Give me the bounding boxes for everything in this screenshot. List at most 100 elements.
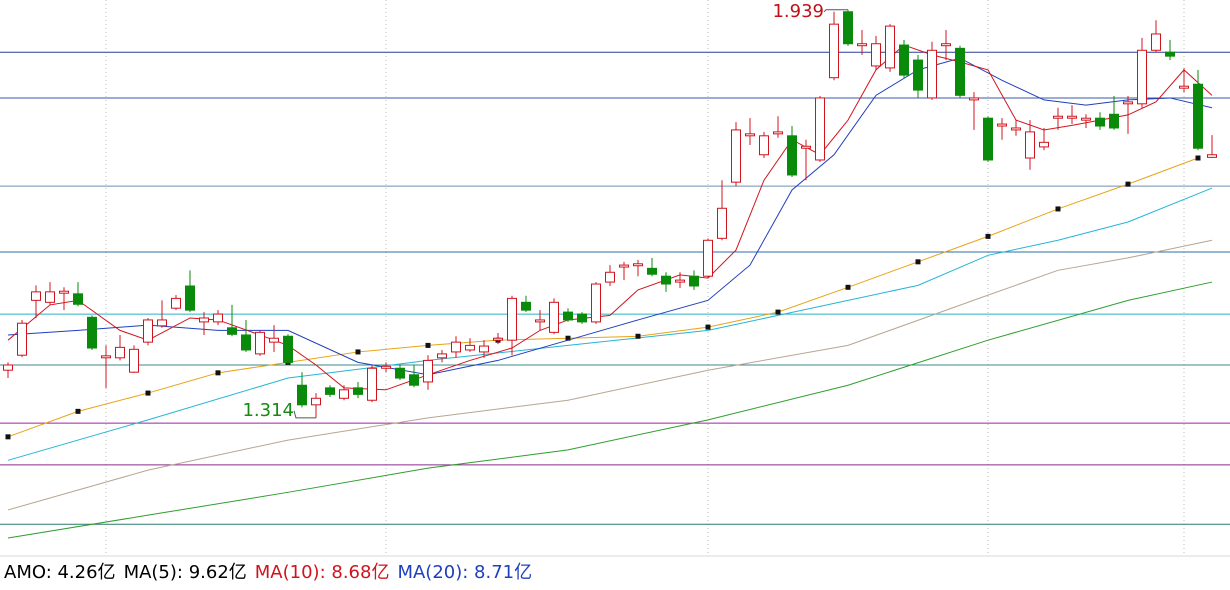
candle-body — [1095, 117, 1105, 127]
candle-body — [717, 207, 727, 239]
ma-line — [7, 239, 1213, 511]
candle-body — [395, 367, 405, 379]
candle-body — [73, 293, 83, 305]
candle-body — [955, 47, 965, 96]
ma-line — [7, 57, 1213, 376]
candle-body — [1193, 83, 1203, 149]
candle-body — [115, 346, 125, 359]
candle-body — [185, 285, 195, 311]
candle-body — [619, 264, 629, 268]
candle-body — [381, 365, 391, 369]
ma-marker — [915, 259, 921, 265]
candle-body — [1053, 115, 1063, 119]
candle-body — [283, 335, 293, 363]
candle-body — [465, 344, 475, 351]
candle-body — [325, 387, 335, 395]
candle-body — [437, 353, 447, 359]
candle-body — [815, 97, 825, 161]
ma-marker — [565, 335, 571, 341]
candle-body — [1165, 51, 1175, 57]
ma-marker — [775, 309, 781, 315]
legend-entry: MA(5): 9.62亿 — [124, 562, 247, 583]
candle-body — [129, 348, 139, 373]
ma-marker — [705, 324, 711, 330]
candle-body — [927, 49, 937, 99]
ma-marker — [145, 390, 151, 396]
legend-entry: AMO: 4.26亿 — [4, 562, 116, 583]
candle-body — [423, 359, 433, 383]
volume-legend: AMO: 4.26亿 MA(5): 9.62亿 MA(10): 8.68亿 MA(20… — [4, 562, 532, 583]
candle-body — [171, 297, 181, 309]
candle-body — [773, 131, 783, 135]
candle-body — [843, 11, 853, 45]
candle-body — [759, 135, 769, 156]
ma-marker — [635, 333, 641, 339]
annotation-leader — [293, 410, 316, 419]
ma-marker — [1125, 181, 1131, 187]
candle-body — [661, 275, 671, 285]
candle-body — [787, 135, 797, 176]
candle-body — [367, 367, 377, 401]
legend-entry: MA(20): 8.71亿 — [397, 562, 532, 583]
ma-marker — [845, 284, 851, 290]
candle-body — [1137, 49, 1147, 105]
candle-body — [227, 327, 237, 335]
candle-body — [87, 316, 97, 349]
high-annotation: 1.939 — [772, 1, 824, 22]
candle-body — [339, 389, 349, 399]
candle-body — [493, 337, 503, 341]
candle-body — [1179, 85, 1189, 89]
ma-marker — [985, 233, 991, 239]
candle-body — [885, 25, 895, 69]
candle-body — [255, 331, 265, 355]
ma-line — [7, 157, 1199, 438]
candle-body — [983, 117, 993, 161]
ma-line — [7, 187, 1213, 461]
annotation-leader — [823, 9, 848, 13]
candle-body — [969, 97, 979, 101]
ma-marker — [215, 370, 221, 376]
candle-body — [409, 374, 419, 386]
candle-body — [871, 43, 881, 67]
candle-body — [311, 397, 321, 406]
candle-body — [143, 319, 153, 343]
candle-body — [633, 263, 643, 267]
candle-body — [213, 313, 223, 323]
ma-marker — [355, 349, 361, 355]
ma-marker — [425, 342, 431, 348]
candle-body — [857, 43, 867, 47]
candle-body — [1123, 101, 1133, 105]
candle-body — [745, 133, 755, 137]
candle-body — [59, 290, 69, 294]
candle-body — [1067, 115, 1077, 119]
ma-line — [7, 281, 1213, 539]
candle-body — [1039, 141, 1049, 148]
candle-body — [297, 384, 307, 406]
candle-body — [157, 319, 167, 327]
candle-body — [269, 337, 279, 343]
ma-marker — [75, 408, 81, 414]
low-annotation: 1.314 — [242, 400, 294, 421]
candle-body — [507, 297, 517, 341]
candle-body — [801, 145, 811, 149]
candle-body — [829, 23, 839, 79]
legend-entry: MA(10): 8.68亿 — [255, 562, 390, 583]
candle-body — [591, 283, 601, 323]
candle-body — [941, 43, 951, 47]
candle-body — [1025, 131, 1035, 159]
candle-body — [549, 301, 559, 333]
candle-body — [731, 129, 741, 183]
candle-body — [199, 317, 209, 323]
candle-body — [31, 291, 41, 301]
candle-body — [451, 341, 461, 353]
candle-body — [1081, 117, 1091, 121]
candle-body — [997, 123, 1007, 127]
candle-body — [563, 311, 573, 321]
candle-body — [703, 239, 713, 277]
candle-body — [1011, 127, 1021, 131]
ma-marker — [1055, 206, 1061, 212]
candle-body — [535, 319, 545, 323]
candle-body — [3, 364, 13, 371]
